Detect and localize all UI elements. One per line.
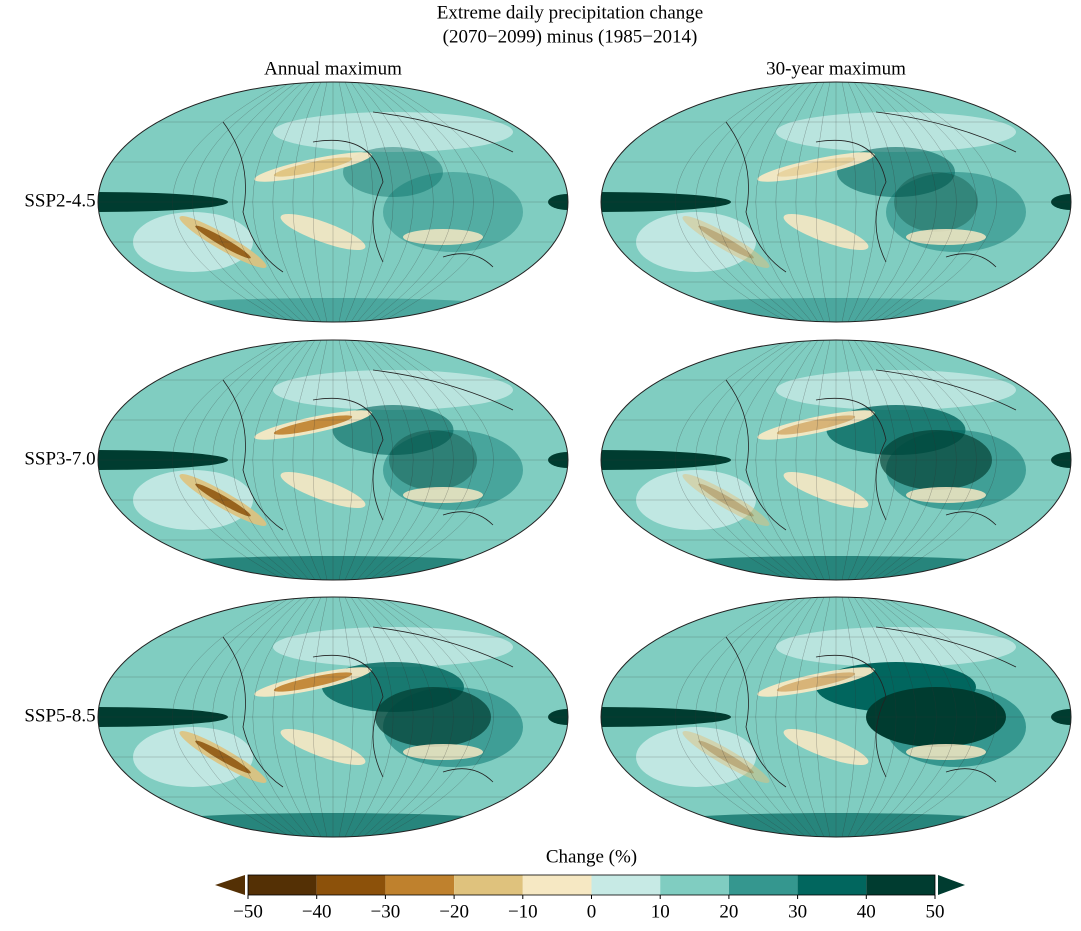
map-region <box>906 229 986 245</box>
colorbar-tick-label: −50 <box>233 901 263 922</box>
colorbar-bin <box>248 875 317 895</box>
colorbar-bin <box>798 875 867 895</box>
colorbar-tick-label: −30 <box>371 901 401 922</box>
colorbar-tick-label: −20 <box>439 901 469 922</box>
page: Extreme daily precipitation change (2070… <box>0 0 1081 931</box>
map-region <box>273 112 513 152</box>
colorbar-tick-label: 40 <box>857 901 876 922</box>
title-line: (2070−2099) minus (1985−2014) <box>443 26 698 47</box>
colorbar-tick-label: 20 <box>719 901 738 922</box>
colorbar-bin <box>317 875 386 895</box>
title-line: Extreme daily precipitation change <box>437 2 703 23</box>
map-region <box>273 627 513 667</box>
colorbar-tick-label: 0 <box>587 901 597 922</box>
colorbar-tick-label: −10 <box>508 901 538 922</box>
colorbar-bin <box>660 875 729 895</box>
map-region <box>403 744 483 760</box>
colorbar-bin <box>454 875 523 895</box>
colorbar-tick-label: 30 <box>788 901 807 922</box>
colorbar-tick-label: −40 <box>302 901 332 922</box>
colorbar-tick-label: 10 <box>651 901 670 922</box>
row-label: SSP3-7.0 <box>24 448 95 469</box>
figure: Extreme daily precipitation change (2070… <box>0 0 1081 926</box>
colorbar-bin <box>385 875 454 895</box>
map-region <box>403 229 483 245</box>
column-title: Annual maximum <box>264 58 402 79</box>
colorbar-label: Change (%) <box>546 846 637 867</box>
colorbar-bin <box>592 875 661 895</box>
row-label: SSP2-4.5 <box>24 190 95 211</box>
colorbar-bin <box>523 875 592 895</box>
map-region <box>776 627 1016 667</box>
map-region <box>906 744 986 760</box>
map-region <box>273 370 513 410</box>
map-region <box>776 370 1016 410</box>
row-label: SSP5-8.5 <box>24 705 95 726</box>
column-title: 30-year maximum <box>766 58 906 79</box>
colorbar-bin <box>729 875 798 895</box>
colorbar-extend <box>938 875 965 895</box>
colorbar-extend <box>215 875 245 895</box>
colorbar-tick-label: 50 <box>926 901 945 922</box>
colorbar-bin <box>866 875 935 895</box>
map-region <box>906 487 986 503</box>
map-region <box>403 487 483 503</box>
map-region <box>776 112 1016 152</box>
